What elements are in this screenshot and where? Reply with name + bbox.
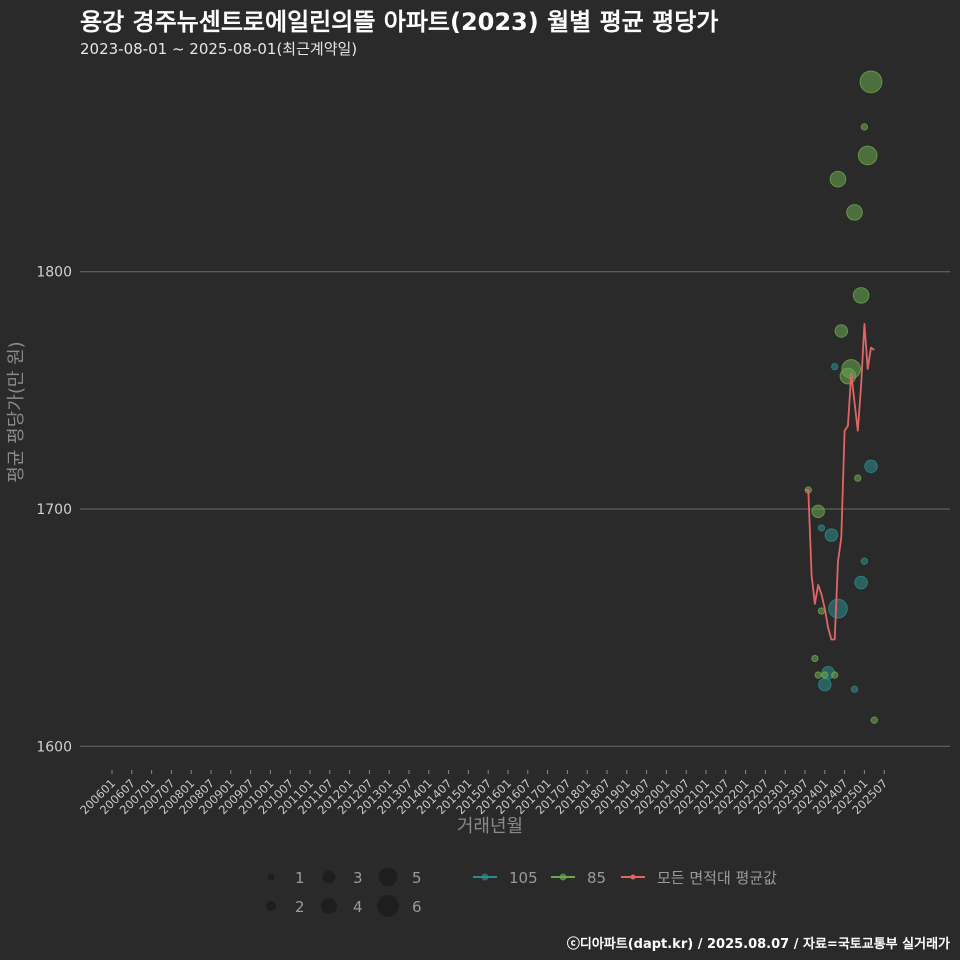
point-105	[817, 524, 826, 532]
average-line-path	[805, 323, 875, 641]
data-points	[804, 70, 883, 724]
legend-size-label: 4	[353, 898, 363, 916]
x-axis-title: 거래년월	[457, 816, 523, 837]
point-85	[831, 671, 839, 679]
point-85	[852, 287, 870, 304]
legend-size-5	[378, 867, 398, 887]
y-tick-label: 1800	[36, 265, 72, 281]
chart-subtitle: 2023-08-01 ~ 2025-08-01(최근계약일)	[80, 40, 357, 58]
grid-lines	[80, 271, 950, 747]
point-85	[811, 504, 825, 519]
legend-key-dot	[481, 873, 489, 881]
point-85	[860, 123, 869, 131]
point-85	[817, 607, 826, 615]
point-105	[818, 677, 832, 692]
point-105	[824, 528, 839, 542]
legend-series-label: 모든 면적대 평균값	[657, 869, 777, 887]
y-tick-label: 1600	[36, 739, 72, 755]
point-105	[850, 685, 859, 693]
y-axis-title: 평균 평당가(만 원)	[6, 341, 27, 482]
legend-size-2	[266, 901, 276, 911]
legend-size-label: 3	[353, 869, 363, 887]
point-105	[831, 362, 839, 371]
legend-size-4	[321, 898, 337, 914]
legend-series-label: 105	[509, 869, 538, 887]
point-85	[857, 145, 878, 166]
point-85	[870, 716, 878, 724]
legend-size-label: 1	[295, 869, 305, 887]
point-85	[811, 654, 819, 663]
average-line	[805, 323, 875, 641]
point-85	[814, 671, 822, 679]
point-85	[846, 204, 863, 221]
point-85	[859, 70, 883, 94]
chart-caption: ⓒ디아파트(dapt.kr) / 2025.08.07 / 자료=국토교통부 실…	[567, 936, 950, 952]
point-85	[829, 170, 847, 188]
point-85	[854, 474, 862, 482]
chart-title: 용강 경주뉴센트로에일린의뜰 아파트(2023) 월별 평균 평당가	[80, 8, 718, 36]
legend-size-label: 2	[295, 898, 305, 916]
x-axis-ticks: 2006012006072007012007072008012008072009…	[77, 770, 890, 817]
point-105	[860, 557, 869, 565]
point-105	[864, 459, 878, 474]
point-85	[834, 324, 849, 338]
point-105	[828, 598, 848, 619]
legend-size-label: 6	[412, 898, 422, 916]
y-axis-ticks: 1600 1700 1800	[36, 265, 72, 756]
legend-key-dot	[559, 873, 567, 881]
legend-size-label: 5	[412, 869, 422, 887]
legend-size-1	[267, 873, 275, 881]
point-85	[821, 671, 829, 679]
legend-size-6	[377, 895, 399, 917]
legend: 1 2 3 4 5 6 105 85 모든 면적대 평균값	[266, 867, 777, 917]
legend-key-dot	[630, 874, 636, 880]
point-105	[854, 575, 868, 590]
legend-series-label: 85	[587, 869, 606, 887]
y-tick-label: 1700	[36, 502, 72, 518]
legend-size-3	[322, 870, 336, 884]
